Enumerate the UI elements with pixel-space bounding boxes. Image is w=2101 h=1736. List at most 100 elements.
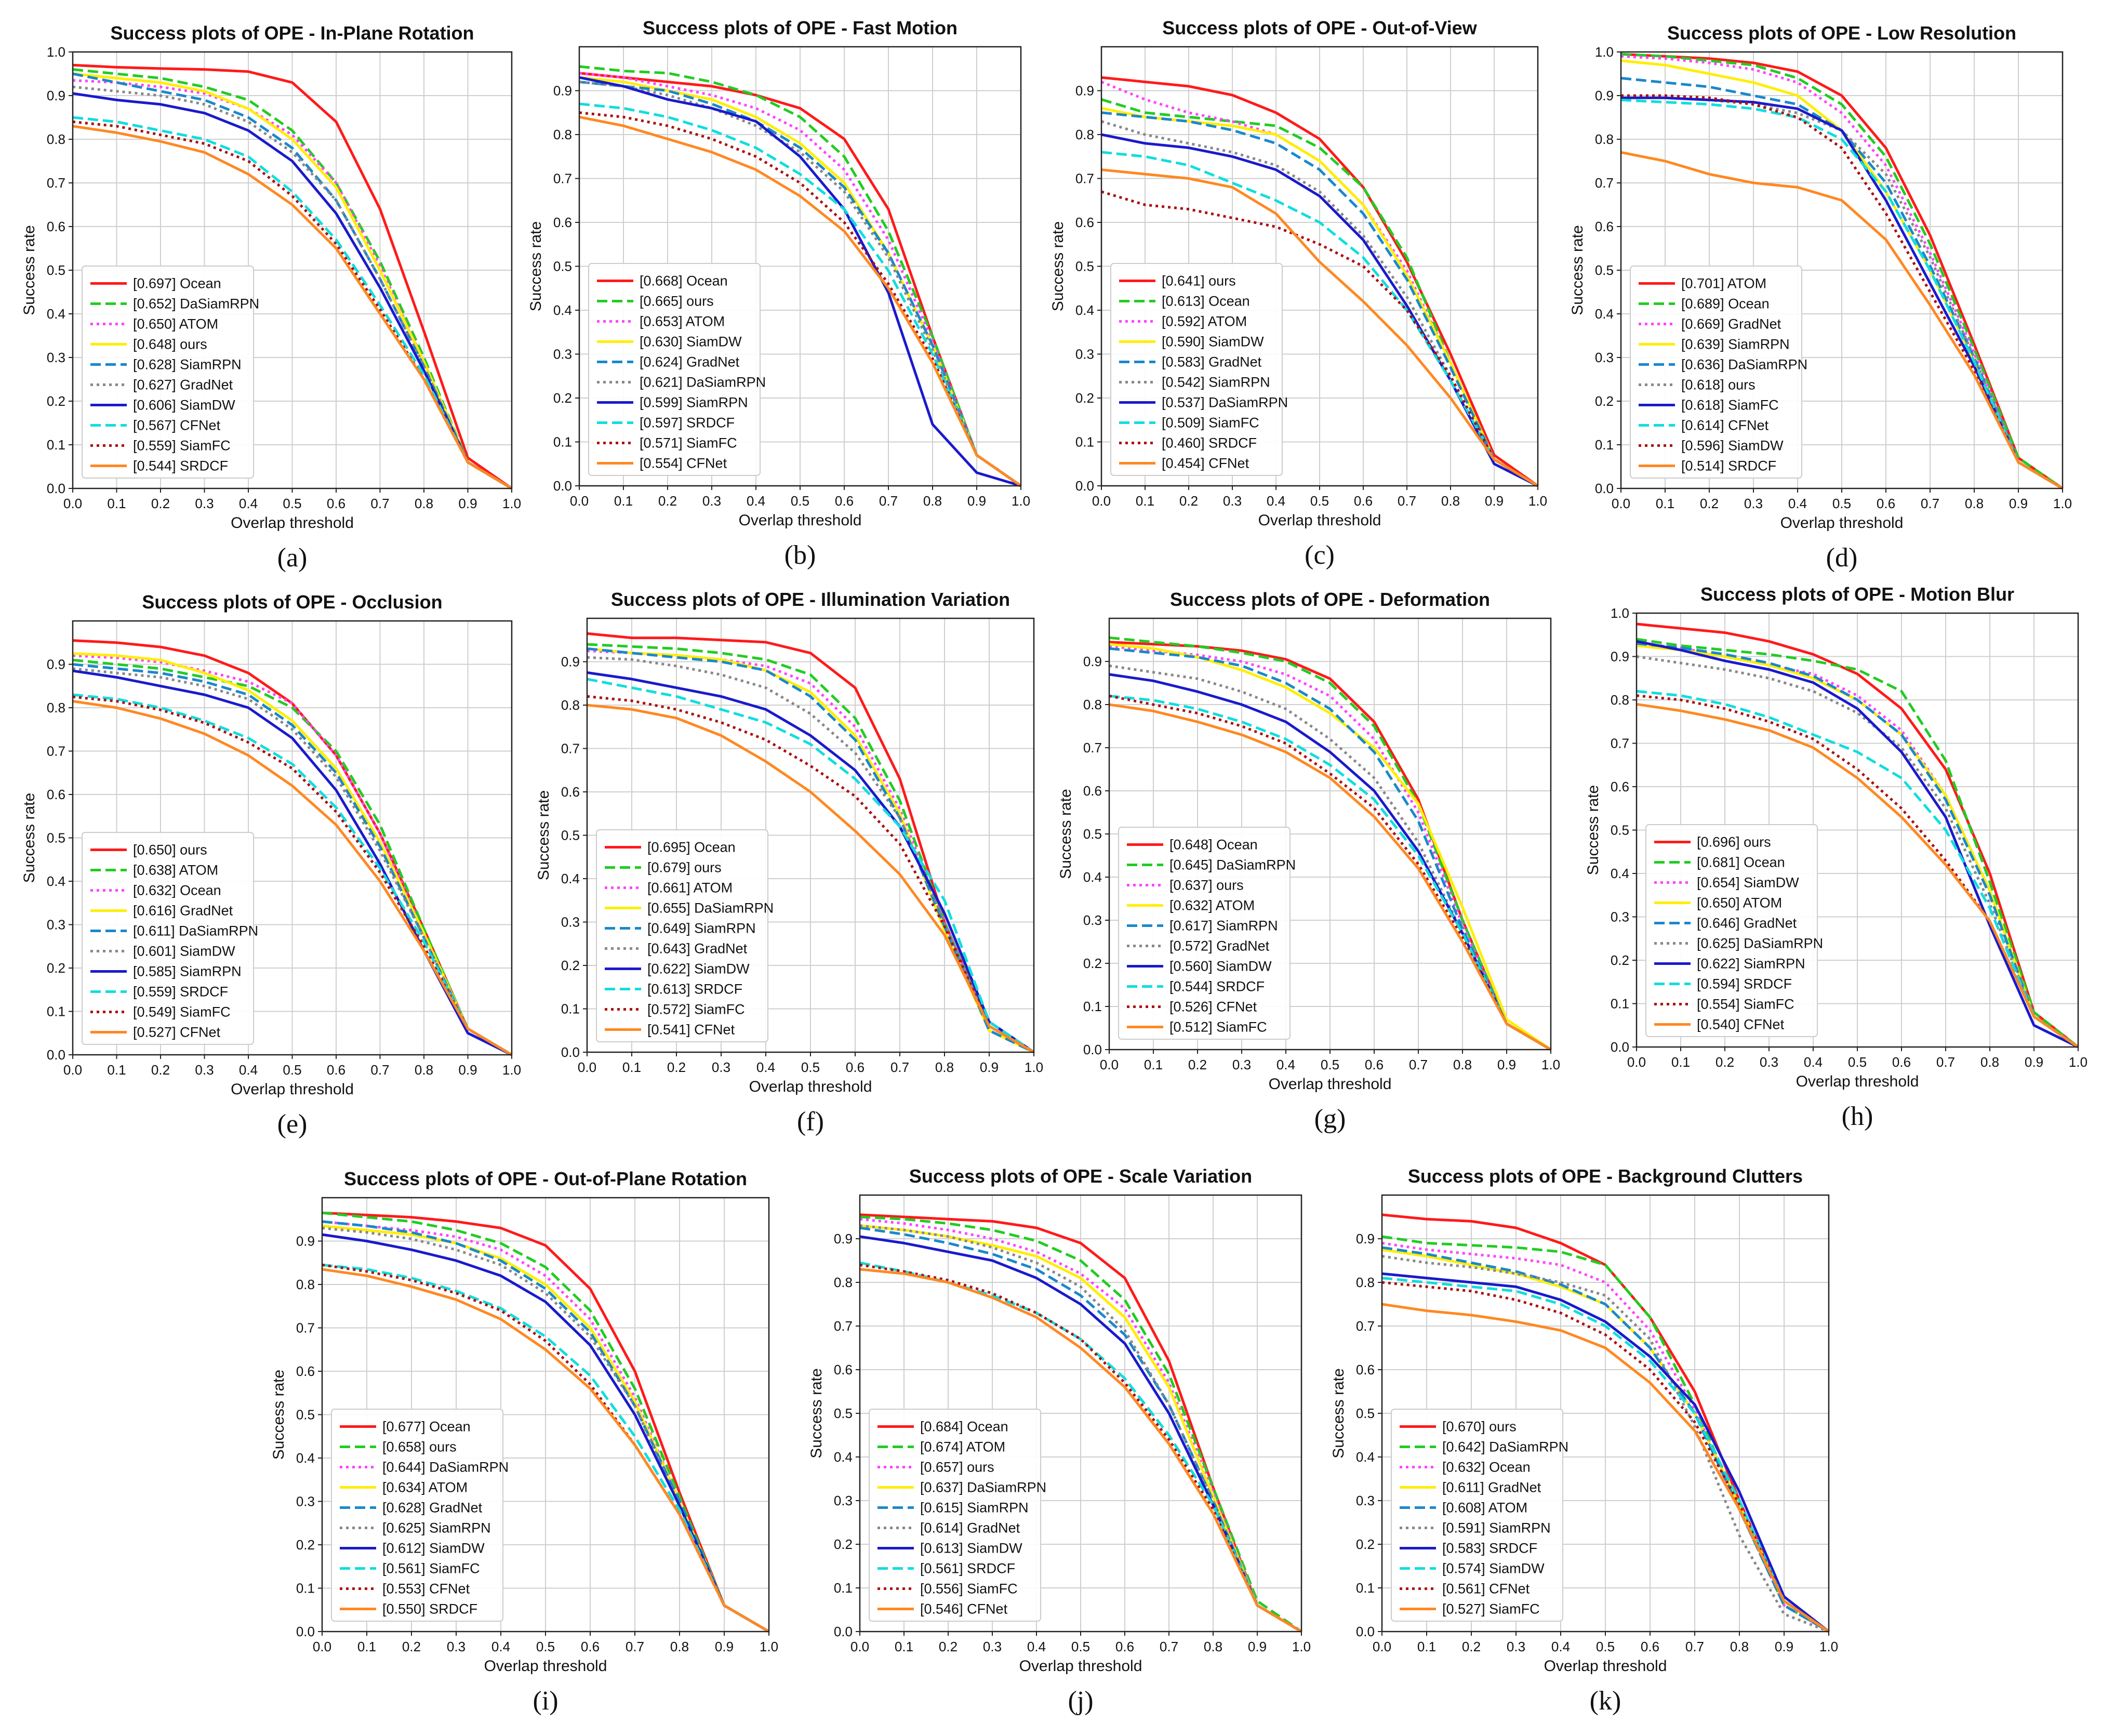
y-tick-label: 0.6 xyxy=(1595,219,1614,234)
x-tick-label: 1.0 xyxy=(1292,1639,1311,1654)
x-tick-label: 0.8 xyxy=(1965,496,1984,511)
legend-entry: [0.695] Ocean xyxy=(647,840,736,855)
series-line xyxy=(1381,1241,1830,1633)
axes-frame xyxy=(1108,617,1552,1051)
x-tick-label: 0.0 xyxy=(63,496,82,511)
legend-entry: [0.571] SiamFC xyxy=(640,435,737,451)
legend-entry: [0.645] DaSiamRPN xyxy=(1169,857,1296,873)
legend-entry: [0.554] CFNet xyxy=(640,456,727,471)
legend-entry: [0.637] ours xyxy=(1169,878,1244,893)
y-tick-label: 0.8 xyxy=(1611,692,1629,708)
y-tick-label: 0.5 xyxy=(553,259,572,274)
legend-entry: [0.627] GradNet xyxy=(133,377,233,393)
y-tick-label: 0.1 xyxy=(296,1581,315,1596)
chart-panel: Success plots of OPE - In-Plane Rotation… xyxy=(21,22,521,573)
legend-entry: [0.572] SiamFC xyxy=(647,1002,745,1017)
x-tick-label: 0.5 xyxy=(801,1059,820,1075)
legend-entry: [0.583] GradNet xyxy=(1162,354,1262,370)
x-tick-label: 0.5 xyxy=(283,1062,301,1078)
y-axis-label: Success rate xyxy=(1585,785,1602,875)
x-tick-label: 0.2 xyxy=(402,1639,421,1654)
legend-entry: [0.621] DaSiamRPN xyxy=(640,375,766,390)
x-tick-label: 0.2 xyxy=(1188,1057,1207,1072)
x-tick-label: 1.0 xyxy=(502,1062,521,1078)
x-tick-label: 0.9 xyxy=(1248,1639,1267,1654)
x-tick-label: 0.0 xyxy=(1100,1057,1119,1072)
y-tick-label: 0.3 xyxy=(47,917,65,933)
legend-entry: [0.689] Ocean xyxy=(1681,296,1770,312)
x-tick-label: 0.3 xyxy=(195,496,214,511)
x-tick-label: 0.8 xyxy=(415,1062,433,1078)
x-axis-label: Overlap threshold xyxy=(739,512,862,529)
panel-label: (i) xyxy=(533,1686,558,1716)
legend-entry: [0.601] SiamDW xyxy=(133,944,235,959)
legend-entry: [0.567] CFNet xyxy=(133,418,221,433)
y-tick-label: 1.0 xyxy=(1595,44,1614,60)
axes-frame xyxy=(72,51,513,489)
legend-entry: [0.556] SiamFC xyxy=(920,1581,1018,1597)
legend-entry: [0.514] SRDCF xyxy=(1681,458,1776,474)
x-tick-label: 0.3 xyxy=(712,1059,730,1075)
x-tick-label: 1.0 xyxy=(1819,1639,1838,1654)
x-tick-label: 0.5 xyxy=(1310,493,1329,509)
x-tick-label: 0.9 xyxy=(980,1059,999,1075)
legend-entry: [0.613] SRDCF xyxy=(647,982,742,997)
legend-entry: [0.649] SiamRPN xyxy=(647,921,756,936)
legend-entry: [0.637] DaSiamRPN xyxy=(920,1480,1046,1495)
x-tick-label: 0.2 xyxy=(1700,496,1719,511)
legend-entry: [0.585] SiamRPN xyxy=(133,964,242,979)
x-tick-label: 0.9 xyxy=(2009,496,2028,511)
y-tick-label: 0.3 xyxy=(1611,909,1629,925)
chart-title: Success plots of OPE - Motion Blur xyxy=(1700,584,2014,605)
x-tick-label: 0.5 xyxy=(1832,496,1851,511)
y-tick-label: 0.7 xyxy=(1595,175,1614,191)
x-tick-label: 0.7 xyxy=(1936,1054,1955,1070)
x-tick-label: 0.3 xyxy=(447,1639,466,1654)
series-line xyxy=(579,115,1022,487)
series-line xyxy=(322,1226,770,1633)
series-line xyxy=(72,63,513,490)
series-line xyxy=(72,695,513,1056)
series-line xyxy=(587,704,1035,1054)
series-line xyxy=(579,81,1022,487)
chart-title: Success plots of OPE - Occlusion xyxy=(142,591,442,613)
chart-title: Success plots of OPE - Out-of-View xyxy=(1162,17,1477,38)
y-tick-label: 0.2 xyxy=(47,393,65,409)
x-tick-label: 0.1 xyxy=(895,1639,913,1654)
y-tick-label: 0.4 xyxy=(561,871,580,886)
legend-entry: [0.650] ours xyxy=(133,842,207,858)
legend-entry: [0.454] CFNet xyxy=(1162,456,1249,471)
x-tick-label: 0.4 xyxy=(1267,493,1285,509)
legend-entry: [0.618] SiamFC xyxy=(1681,397,1779,413)
legend-entry: [0.648] ours xyxy=(133,337,207,352)
x-tick-label: 0.9 xyxy=(458,496,477,511)
legend-entry: [0.648] Ocean xyxy=(1169,837,1258,853)
x-tick-label: 0.2 xyxy=(939,1639,958,1654)
axes-frame xyxy=(1100,46,1539,487)
x-tick-label: 0.4 xyxy=(239,496,258,511)
x-tick-label: 0.5 xyxy=(283,496,301,511)
legend-entry: [0.549] SiamFC xyxy=(133,1004,231,1020)
x-tick-label: 0.4 xyxy=(1027,1639,1046,1654)
y-tick-label: 0.0 xyxy=(561,1044,580,1060)
y-tick-label: 0.5 xyxy=(834,1406,853,1421)
y-axis-label: Success rate xyxy=(21,793,38,883)
x-tick-label: 0.5 xyxy=(791,493,809,509)
series-line xyxy=(587,678,1035,1054)
series-line xyxy=(72,658,513,1056)
x-tick-label: 0.3 xyxy=(1232,1057,1251,1072)
x-tick-label: 0.0 xyxy=(570,493,589,509)
y-tick-label: 0.6 xyxy=(1611,779,1629,794)
y-axis-label: Success rate xyxy=(21,225,38,315)
legend-entry: [0.669] GradNet xyxy=(1681,316,1781,332)
x-tick-label: 0.1 xyxy=(107,496,126,511)
y-tick-label: 0.9 xyxy=(553,83,572,99)
x-tick-label: 0.1 xyxy=(1671,1054,1690,1070)
x-tick-label: 0.8 xyxy=(1204,1639,1222,1654)
legend-entry: [0.572] GradNet xyxy=(1169,938,1270,954)
y-tick-label: 0.4 xyxy=(47,873,65,889)
x-tick-label: 0.1 xyxy=(622,1059,641,1075)
x-tick-label: 0.8 xyxy=(1730,1639,1749,1654)
y-tick-label: 0.5 xyxy=(47,830,65,846)
y-tick-label: 0.2 xyxy=(296,1537,315,1553)
